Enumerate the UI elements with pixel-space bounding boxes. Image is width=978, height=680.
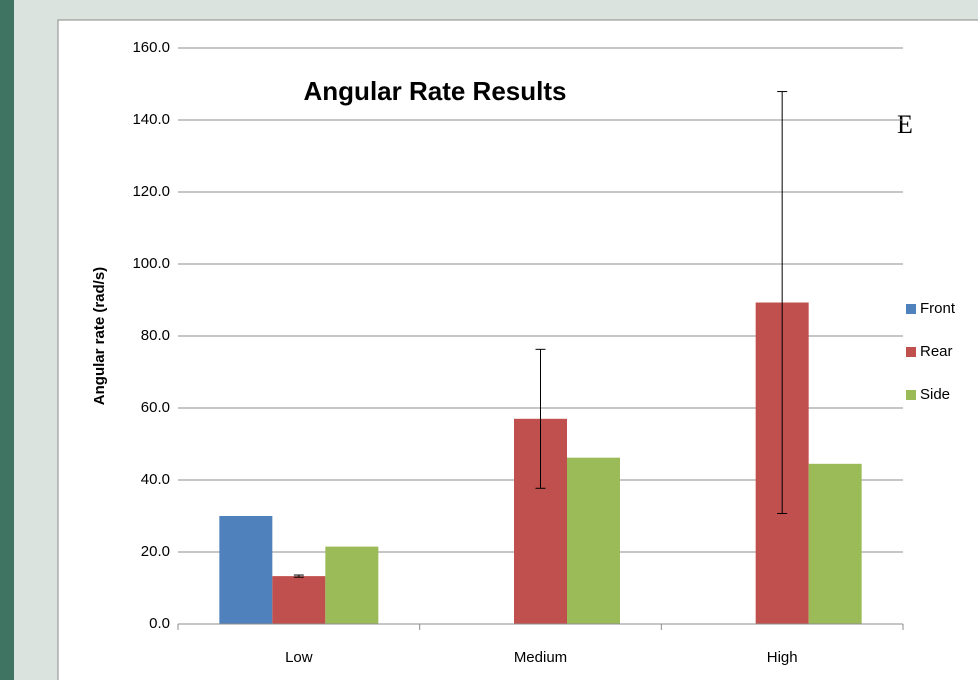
- y-tick-label: 80.0: [141, 327, 170, 344]
- legend-swatch: [906, 347, 916, 357]
- bar: [219, 516, 273, 624]
- y-tick-label: 60.0: [141, 399, 170, 416]
- y-tick-label: 20.0: [141, 543, 170, 560]
- annotation: E: [897, 110, 913, 139]
- y-tick-label: 100.0: [132, 255, 170, 272]
- legend-label: Rear: [920, 343, 953, 360]
- y-tick-label: 0.0: [149, 615, 170, 632]
- side-strip: [0, 0, 14, 680]
- bar: [325, 546, 379, 624]
- y-tick-label: 160.0: [132, 39, 170, 56]
- legend-swatch: [906, 304, 916, 314]
- legend-label: Side: [920, 386, 950, 403]
- y-axis-label: Angular rate (rad/s): [91, 267, 108, 405]
- legend-swatch: [906, 390, 916, 400]
- y-tick-label: 120.0: [132, 183, 170, 200]
- x-tick-label: Low: [285, 649, 313, 666]
- x-tick-label: High: [767, 649, 798, 666]
- bar: [272, 576, 326, 624]
- y-tick-label: 40.0: [141, 471, 170, 488]
- legend-label: Front: [920, 300, 956, 317]
- bar: [567, 457, 620, 624]
- x-tick-label: Medium: [514, 649, 567, 666]
- y-tick-label: 140.0: [132, 111, 170, 128]
- bar: [808, 463, 862, 624]
- chart-title: Angular Rate Results: [304, 76, 567, 106]
